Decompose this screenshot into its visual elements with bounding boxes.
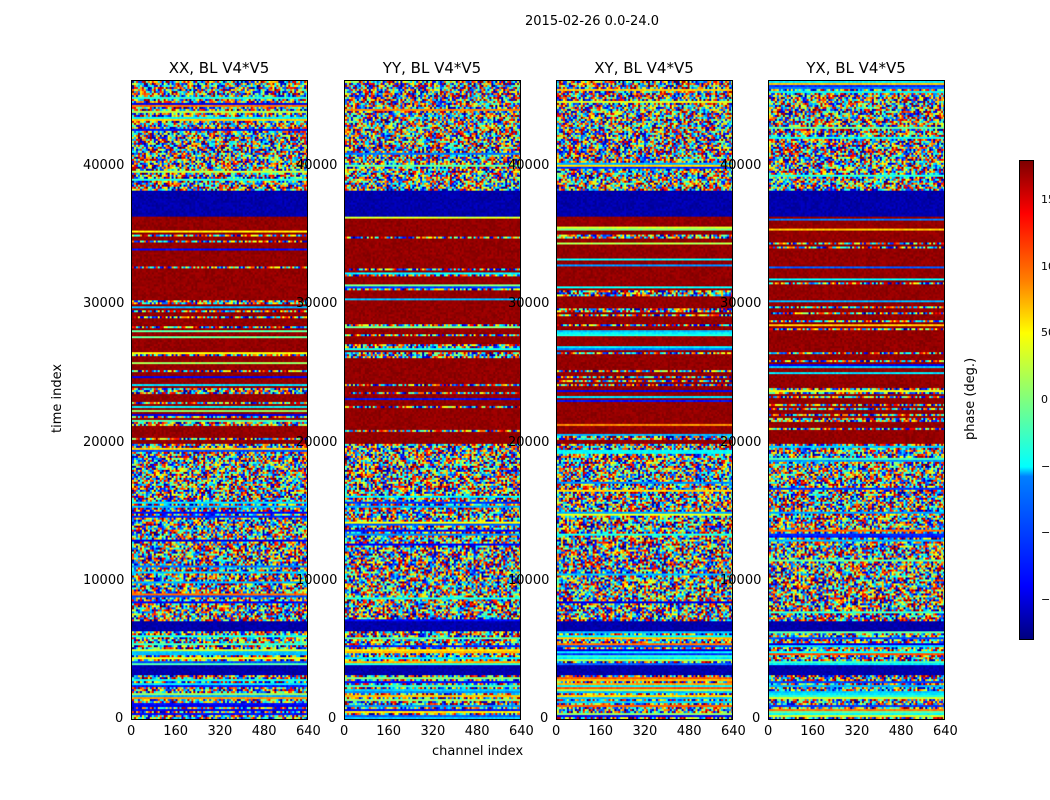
y-tick-label: 20000: [508, 434, 550, 450]
y-tick-label: 0: [752, 711, 761, 726]
x-tick-label: 640: [721, 724, 746, 739]
x-tick-label: 320: [632, 724, 658, 739]
x-tick-label: 480: [888, 724, 914, 739]
y-tick-label: 20000: [296, 434, 338, 450]
heatmap-panel-2: [556, 80, 733, 720]
colorbar-tick-label: 0: [1041, 393, 1048, 406]
colorbar-tick-label: 50: [1041, 326, 1050, 340]
x-tick-label: 480: [464, 724, 490, 739]
colorbar-tick-label: −150: [1041, 593, 1050, 606]
heatmap-image: [557, 81, 732, 719]
x-tick-label: 480: [251, 724, 277, 739]
colorbar-tick-label: 100: [1041, 259, 1050, 273]
y-tick-label: 10000: [83, 572, 125, 588]
y-tick-label: 30000: [83, 296, 125, 312]
y-tick-label: 40000: [83, 158, 125, 174]
panel-title: YY, BL V4*V5: [382, 59, 482, 77]
panel-title: XX, BL V4*V5: [168, 59, 270, 77]
x-tick-label: 160: [163, 724, 189, 739]
y-tick-label: 40000: [720, 158, 762, 174]
y-tick-label: 20000: [720, 434, 762, 450]
heatmap-image: [345, 81, 520, 719]
x-axis-label: channel index: [432, 744, 524, 759]
y-tick-label: 10000: [720, 572, 762, 588]
y-tick-label: 30000: [720, 296, 762, 312]
x-tick-label: 0: [764, 724, 773, 739]
x-tick-label: 0: [340, 724, 349, 739]
x-tick-label: 0: [552, 724, 561, 739]
y-tick-label: 0: [540, 711, 549, 726]
heatmap-image: [769, 81, 944, 719]
panel-title: XY, BL V4*V5: [594, 59, 694, 77]
colorbar-tick-label: 150: [1041, 193, 1050, 206]
y-axis-label: time index: [50, 363, 65, 433]
colorbar-tick-label: −100: [1041, 526, 1050, 540]
colorbar: [1019, 160, 1034, 640]
colorbar-label: phase (deg.): [963, 357, 978, 440]
heatmap-panel-1: [344, 80, 521, 720]
y-tick-label: 0: [328, 711, 337, 726]
heatmap-panel-3: [768, 80, 945, 720]
y-tick-label: 20000: [83, 434, 125, 450]
x-tick-label: 320: [844, 724, 870, 739]
x-tick-label: 0: [127, 724, 136, 739]
y-tick-label: 30000: [508, 296, 550, 312]
y-tick-label: 30000: [296, 296, 338, 312]
y-tick-label: 40000: [296, 158, 338, 174]
x-tick-label: 160: [376, 724, 402, 739]
x-tick-label: 640: [296, 724, 321, 739]
heatmap-image: [132, 81, 307, 719]
panel-title: YX, BL V4*V5: [806, 59, 906, 77]
y-tick-label: 0: [115, 711, 124, 726]
heatmap-panel-0: [131, 80, 308, 720]
y-tick-label: 40000: [508, 158, 550, 174]
x-tick-label: 320: [420, 724, 446, 739]
y-tick-label: 10000: [296, 572, 338, 588]
x-tick-label: 640: [933, 724, 958, 739]
colorbar-tick-label: −50: [1041, 459, 1050, 473]
x-tick-label: 160: [588, 724, 614, 739]
x-tick-label: 160: [800, 724, 826, 739]
figure-suptitle: 2015-02-26 0.0-24.0: [525, 14, 659, 29]
x-tick-label: 640: [509, 724, 534, 739]
x-tick-label: 320: [207, 724, 233, 739]
y-tick-label: 10000: [508, 572, 550, 588]
x-tick-label: 480: [676, 724, 702, 739]
